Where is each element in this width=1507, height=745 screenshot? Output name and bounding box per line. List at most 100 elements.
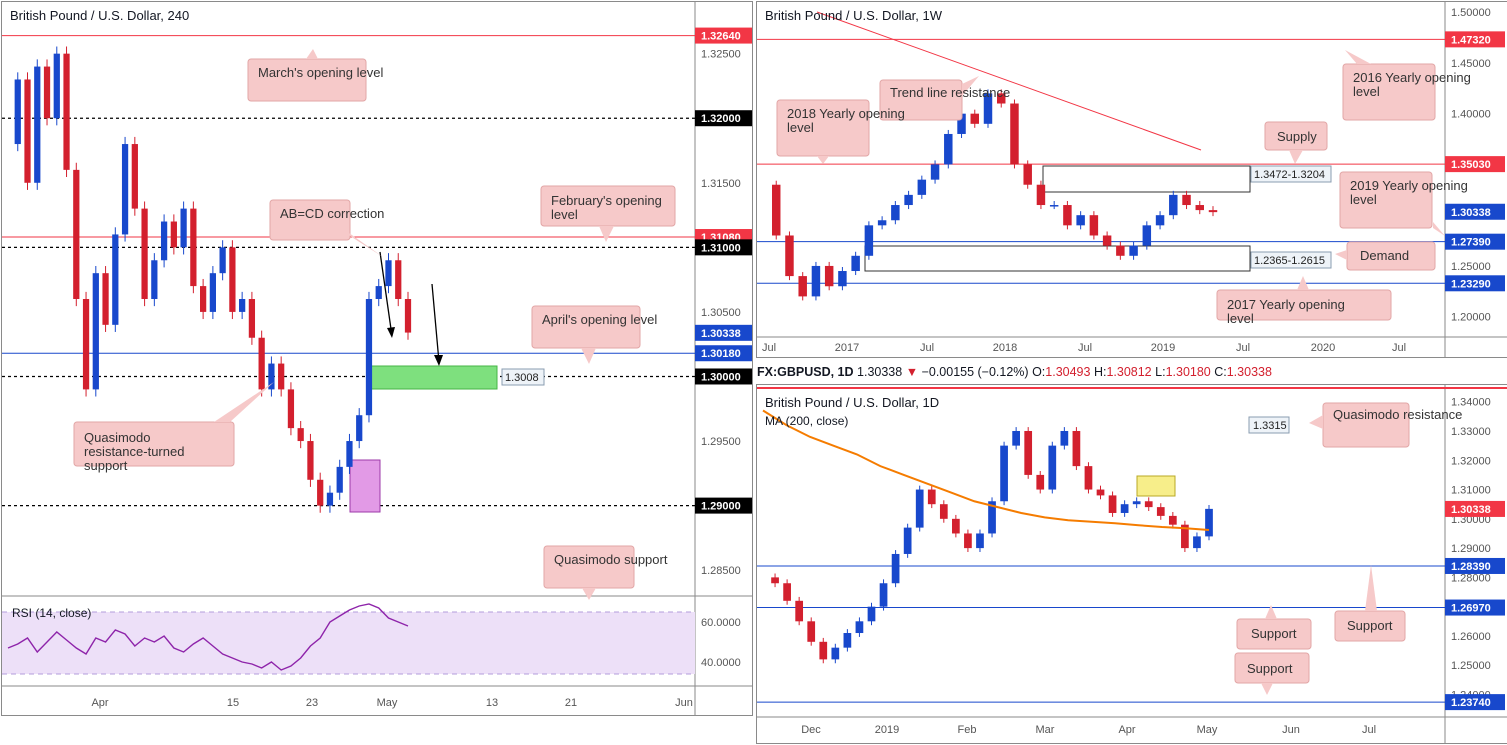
h4-candle-body-24: [239, 299, 246, 312]
weekly-chart-panel[interactable]: 1.3472-1.3204 1.2365-1.2615 Trend line r…: [756, 1, 1507, 358]
h4-candle-body-23: [229, 247, 236, 312]
daily-chart-panel[interactable]: 1.3315 Quasimodo resistance Support Supp…: [756, 384, 1507, 744]
weekly-candle-body-20: [1023, 164, 1032, 185]
weekly-time-tick-2: Jul: [920, 342, 934, 354]
h4-candle-body-7: [73, 169, 80, 299]
h4-arrow-2: [431, 283, 440, 363]
weekly-level-label-2: 1.30338: [1451, 207, 1491, 219]
h4-rsi-title: RSI (14, close): [12, 606, 91, 620]
daily-annotation-qm-resistance: Quasimodo resistance: [1309, 402, 1462, 448]
weekly-candle-body-11: [904, 194, 913, 206]
h4-candle-body-31: [307, 441, 314, 480]
weekly-candle-body-14: [944, 133, 953, 165]
daily-price-tick-9: 1.25000: [1451, 660, 1491, 672]
h4-level-tag-7: [695, 497, 752, 514]
h4-level-tag-0: [695, 27, 752, 44]
ticker-h-label: H:: [1093, 365, 1107, 379]
weekly-candles: [772, 89, 1218, 301]
daily-level-label-3: 1.23740: [1451, 697, 1491, 709]
h4-annotation-february: February's opening level: [540, 185, 676, 242]
daily-time-tick-3: Mar: [1036, 724, 1055, 736]
h4-candle-body-11: [112, 234, 119, 325]
daily-time-tick-5: May: [1197, 724, 1218, 736]
weekly-candle-body-28: [1129, 245, 1138, 256]
svg-text:Support: Support: [1247, 661, 1293, 676]
h4-candles: [14, 46, 412, 513]
ticker-l-label: L:: [1155, 365, 1166, 379]
daily-chart[interactable]: 1.3315 Quasimodo resistance Support Supp…: [757, 385, 1507, 743]
weekly-candle-body-21: [1036, 184, 1046, 206]
daily-candle-body-21: [1012, 430, 1020, 446]
h4-candle-body-21: [209, 273, 216, 312]
rsi-tick-1: 40.0000: [701, 657, 741, 669]
weekly-candle-body-31: [1169, 194, 1178, 216]
weekly-annotation-demand: Demand: [1335, 241, 1436, 271]
weekly-price-tick-1: 1.45000: [1451, 58, 1491, 70]
h4-annotation-qm-support: Quasimodo support: [543, 545, 668, 600]
h4-chart-panel[interactable]: 1.3008 March's opening level February's …: [1, 1, 753, 716]
weekly-chart[interactable]: 1.3472-1.3204 1.2365-1.2615 Trend line r…: [757, 2, 1507, 357]
svg-text:Quasimodo support: Quasimodo support: [554, 552, 668, 567]
rsi-path: [7, 603, 409, 671]
h4-candle-body-39: [385, 260, 392, 287]
h4-price-tick-2: 1.30500: [701, 307, 741, 319]
h4-candle-body-16: [160, 221, 168, 261]
h4-candle-body-26: [258, 337, 265, 390]
daily-candle-body-18: [976, 533, 984, 549]
weekly-candle-body-8: [864, 225, 874, 256]
weekly-level-label-1: 1.35030: [1451, 159, 1491, 171]
h4-candle-body-9: [92, 273, 99, 390]
h4-candle-body-25: [248, 299, 256, 338]
weekly-candle-body-34: [1208, 210, 1218, 213]
weekly-level-tag-3: [1445, 233, 1505, 250]
h4-candle-body-18: [180, 208, 187, 248]
ticker-high: 1.30812: [1106, 365, 1152, 379]
weekly-candle-body-24: [1076, 215, 1085, 226]
daily-candle-body-37: [1205, 508, 1213, 537]
weekly-candle-body-9: [877, 220, 887, 226]
h4-candle-body-38: [375, 286, 382, 299]
h4-time-tick-2: 23: [306, 697, 318, 709]
h4-candle-body-30: [297, 428, 304, 442]
h4-level-label-1: 1.32000: [701, 113, 741, 125]
rsi-band: [2, 612, 695, 674]
weekly-level-label-4: 1.23290: [1451, 278, 1491, 290]
daily-candle-body-36: [1193, 536, 1201, 549]
weekly-candle-body-2: [785, 235, 794, 277]
ticker-open: 1.30493: [1045, 365, 1091, 379]
h4-time-tick-5: 21: [565, 697, 577, 709]
h4-candle-body-19: [190, 208, 197, 287]
daily-ma-label: MA (200, close): [765, 414, 848, 428]
weekly-candle-body-17: [983, 93, 993, 124]
h4-candle-body-14: [141, 208, 148, 299]
h4-candle-body-10: [102, 273, 109, 325]
daily-candle-body-4: [807, 621, 816, 642]
daily-candle-body-25: [1060, 430, 1069, 446]
h4-price-tick-1: 1.31500: [701, 178, 741, 190]
ticker-o-label: O:: [1032, 365, 1046, 379]
weekly-annotation-trendline: Trend line resistance: [879, 76, 1010, 121]
daily-level-label-1: 1.28390: [1451, 561, 1491, 573]
h4-level-tag-1: [695, 110, 752, 127]
svg-text:Trend line resistance: Trend line resistance: [890, 85, 1010, 100]
daily-candle-body-16: [952, 518, 960, 534]
daily-candle-body-22: [1024, 430, 1033, 475]
h4-time-tick-0: Apr: [91, 697, 108, 709]
h4-level-label-7: 1.29000: [701, 501, 741, 513]
daily-candle-body-29: [1108, 495, 1117, 513]
daily-time-tick-0: Dec: [801, 724, 821, 736]
daily-candle-body-13: [915, 489, 924, 528]
h4-chart[interactable]: 1.3008 March's opening level February's …: [2, 2, 752, 715]
daily-candle-body-2: [783, 583, 791, 601]
weekly-time-tick-1: 2017: [835, 342, 859, 354]
weekly-annotation-supply: Supply: [1264, 121, 1328, 164]
svg-text:Support: Support: [1251, 626, 1297, 641]
h4-arrow-1-head: [387, 327, 395, 338]
daily-candles: [771, 427, 1213, 664]
weekly-annotation-2018: 2018 Yearly opening level: [776, 99, 905, 164]
ticker-close: 1.30338: [1226, 365, 1272, 379]
weekly-demand-label: 1.2365-1.2615: [1254, 255, 1325, 267]
